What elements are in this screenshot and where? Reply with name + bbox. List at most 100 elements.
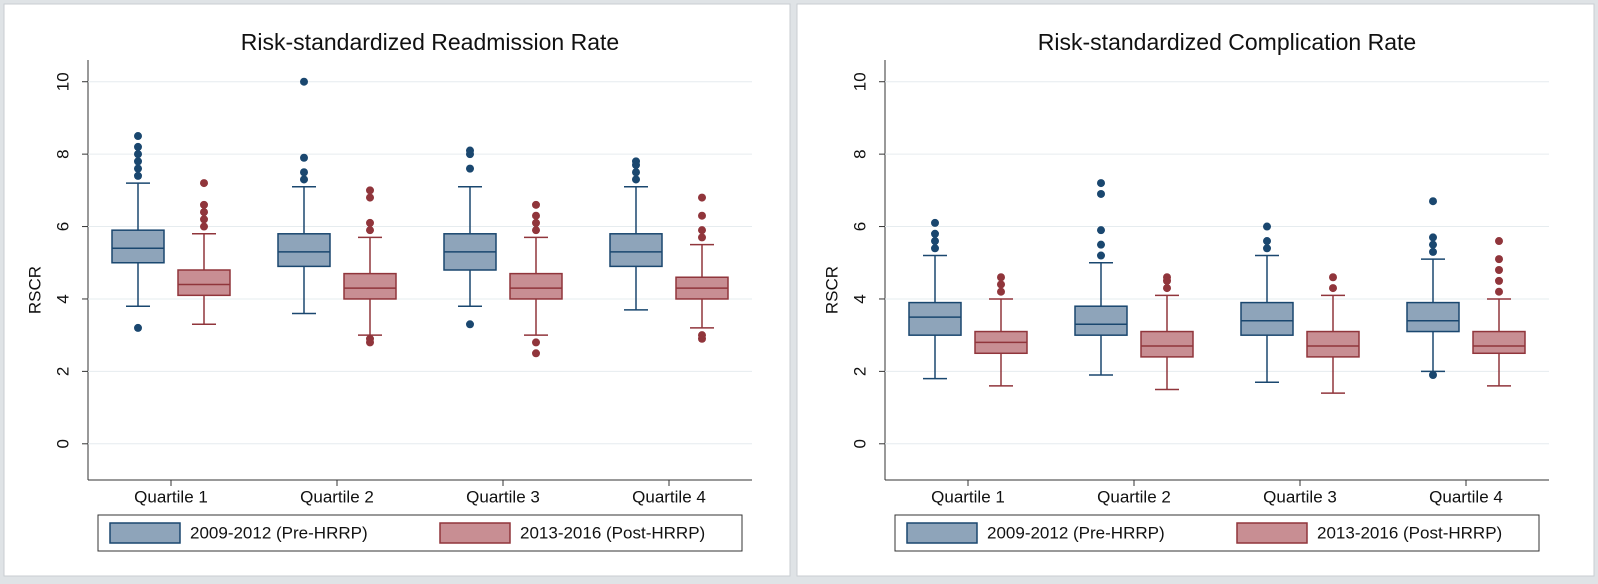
outlier xyxy=(1097,240,1105,249)
y-tick-label: 6 xyxy=(850,222,869,231)
outlier xyxy=(698,211,706,220)
x-tick-label: Quartile 1 xyxy=(134,487,208,506)
y-tick-label: 4 xyxy=(53,294,72,303)
outlier xyxy=(200,200,208,209)
box xyxy=(1306,330,1360,358)
y-tick-label: 8 xyxy=(850,149,869,158)
box xyxy=(1140,330,1194,358)
x-tick-label: Quartile 4 xyxy=(1429,487,1503,506)
legend-frame xyxy=(97,514,743,552)
outlier xyxy=(532,349,540,358)
outlier xyxy=(532,211,540,220)
outlier xyxy=(466,164,474,173)
x-tick-label: Quartile 1 xyxy=(931,487,1005,506)
box xyxy=(1240,301,1294,336)
outlier xyxy=(532,338,540,347)
chart-title: Risk-standardized Readmission Rate xyxy=(241,29,619,55)
outlier xyxy=(698,226,706,235)
y-tick-label: 0 xyxy=(850,439,869,448)
outlier xyxy=(1329,284,1337,293)
x-tick-label: Quartile 2 xyxy=(300,487,374,506)
outlier xyxy=(1429,371,1437,379)
outlier xyxy=(366,193,374,202)
outlier xyxy=(1429,247,1437,256)
outlier xyxy=(532,226,540,235)
outlier xyxy=(466,146,474,155)
y-tick-label: 10 xyxy=(850,72,869,91)
outlier xyxy=(134,171,142,180)
outlier xyxy=(466,320,474,329)
outlier xyxy=(1263,244,1271,253)
y-tick-label: 6 xyxy=(53,222,72,231)
outlier xyxy=(366,186,374,195)
box xyxy=(277,233,331,268)
outlier xyxy=(698,331,706,340)
outlier xyxy=(1263,222,1271,231)
outlier xyxy=(931,218,939,227)
y-tick-label: 2 xyxy=(53,367,72,376)
y-tick-label: 10 xyxy=(53,72,72,91)
outlier xyxy=(134,150,142,159)
legend-swatch xyxy=(906,522,978,544)
outlier xyxy=(632,157,640,166)
outlier xyxy=(1429,233,1437,242)
legend-swatch xyxy=(1236,522,1308,544)
y-tick-label: 2 xyxy=(850,367,869,376)
outlier xyxy=(134,157,142,166)
outlier xyxy=(366,334,374,343)
y-tick-label: 0 xyxy=(53,439,72,448)
outlier xyxy=(1329,273,1337,282)
outlier xyxy=(300,168,308,177)
outlier xyxy=(200,179,208,188)
outlier xyxy=(1097,226,1105,235)
outlier xyxy=(1263,237,1271,246)
outlier xyxy=(1097,251,1105,260)
box xyxy=(111,229,165,264)
y-tick-label: 4 xyxy=(850,294,869,303)
x-tick-label: Quartile 4 xyxy=(632,487,706,506)
legend-swatch xyxy=(439,522,511,544)
y-tick-label: 8 xyxy=(53,149,72,158)
outlier xyxy=(1495,276,1503,285)
outlier xyxy=(366,218,374,227)
box xyxy=(609,233,663,268)
y-axis-label: RSCR xyxy=(25,266,44,314)
outlier xyxy=(698,233,706,242)
outlier xyxy=(134,164,142,173)
outlier xyxy=(1495,287,1503,296)
legend-frame xyxy=(894,514,1540,552)
x-tick-label: Quartile 2 xyxy=(1097,487,1171,506)
legend-label: 2009-2012 (Pre-HRRP) xyxy=(987,523,1165,542)
outlier xyxy=(997,287,1005,296)
box xyxy=(1074,305,1128,336)
left-panel xyxy=(3,3,791,577)
outlier xyxy=(1429,240,1437,249)
outlier xyxy=(200,208,208,217)
outlier xyxy=(1097,179,1105,188)
outlier xyxy=(632,175,640,184)
chart-title: Risk-standardized Complication Rate xyxy=(1038,29,1416,55)
outlier xyxy=(632,168,640,177)
outlier xyxy=(300,77,308,86)
legend-swatch xyxy=(109,522,181,544)
outlier xyxy=(200,215,208,224)
outlier xyxy=(300,153,308,162)
outlier xyxy=(997,273,1005,282)
legend-label: 2013-2016 (Post-HRRP) xyxy=(520,523,705,542)
outlier xyxy=(1495,255,1503,264)
outlier xyxy=(1097,189,1105,198)
outlier xyxy=(366,226,374,235)
outlier xyxy=(1495,266,1503,274)
box xyxy=(177,269,231,297)
x-tick-label: Quartile 3 xyxy=(1263,487,1337,506)
outlier xyxy=(698,193,706,202)
legend-label: 2013-2016 (Post-HRRP) xyxy=(1317,523,1502,542)
outlier xyxy=(1163,284,1171,293)
outlier xyxy=(1495,237,1503,246)
outlier xyxy=(997,280,1005,289)
right-panel xyxy=(796,3,1595,577)
legend-label: 2009-2012 (Pre-HRRP) xyxy=(190,523,368,542)
box xyxy=(1406,301,1460,333)
box xyxy=(509,272,563,300)
